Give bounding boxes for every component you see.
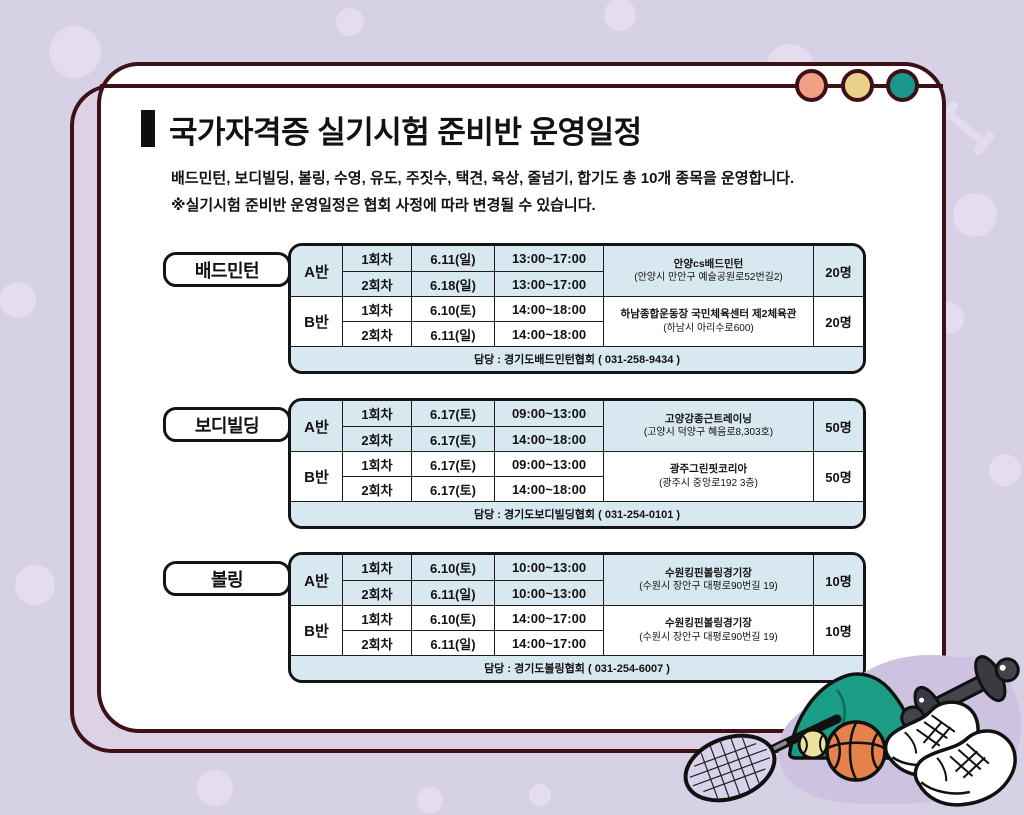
session-cell: 1회차: [342, 605, 411, 630]
time-cell: 14:00~18:00: [494, 426, 603, 451]
capacity-cell: 50명: [813, 401, 863, 451]
session-cell: 2회차: [342, 426, 411, 451]
date-cell: 6.10(토): [411, 605, 494, 630]
time-cell: 10:00~13:00: [494, 580, 603, 605]
session-cell: 2회차: [342, 271, 411, 296]
time-cell: 09:00~13:00: [494, 451, 603, 476]
contact-footer: 담당 : 경기도배드민턴협회 ( 031-258-9434 ): [291, 346, 863, 371]
venue-address: (안양시 만안구 예술공원로52번길2): [634, 272, 783, 284]
venue-address: (수원시 장안구 대평로90번길 19): [639, 631, 778, 643]
class-cell: B반: [291, 296, 342, 346]
session-cell: 1회차: [342, 555, 411, 580]
venue-cell: 광주그린핏코리아 (광주시 중앙로192 3층): [603, 451, 813, 501]
sport-section-bodybuilding: 보디빌딩 A반 1회차 6.17(토) 09:00~13:00 고양강종근트레이…: [0, 398, 1024, 538]
time-cell: 13:00~17:00: [494, 246, 603, 271]
window-dot-teal: [886, 69, 919, 102]
schedule-table-bowling: A반 1회차 6.10(토) 10:00~13:00 수원킹핀볼링경기장 (수원…: [288, 552, 866, 683]
sport-section-badminton: 배드민턴 A반 1회차 6.11(일) 13:00~17:00 안양cs배드민턴…: [0, 243, 1024, 383]
session-cell: 2회차: [342, 321, 411, 346]
session-cell: 2회차: [342, 476, 411, 501]
venue-cell: 수원킹핀볼링경기장 (수원시 장안구 대평로90번길 19): [603, 555, 813, 605]
sport-label-text: 볼링: [210, 569, 244, 590]
venue-address: (하남시 아리수로600): [663, 322, 754, 334]
window-dot-salmon: [795, 69, 828, 102]
date-cell: 6.11(일): [411, 321, 494, 346]
venue-name: 고양강종근트레이닝: [665, 412, 752, 425]
tennis-ball-icon: [797, 728, 829, 760]
sport-label-badminton: 배드민턴: [163, 252, 291, 287]
basketball-icon: [825, 720, 887, 782]
time-cell: 10:00~13:00: [494, 555, 603, 580]
class-cell: B반: [291, 605, 342, 655]
capacity-cell: 10명: [813, 555, 863, 605]
session-cell: 1회차: [342, 246, 411, 271]
schedule-table-badminton: A반 1회차 6.11(일) 13:00~17:00 안양cs배드민턴 (안양시…: [288, 243, 866, 374]
date-cell: 6.17(토): [411, 451, 494, 476]
sneakers-icon: [883, 700, 1017, 807]
class-cell: A반: [291, 555, 342, 605]
window-chrome-line: [100, 84, 943, 88]
venue-cell: 하남종합운동장 국민체육센터 제2체육관 (하남시 아리수로600): [603, 296, 813, 346]
session-cell: 1회차: [342, 451, 411, 476]
sport-label-bodybuilding: 보디빌딩: [163, 407, 291, 442]
date-cell: 6.18(일): [411, 271, 494, 296]
venue-name: 수원킹핀볼링경기장: [665, 617, 752, 630]
time-cell: 14:00~18:00: [494, 476, 603, 501]
session-cell: 2회차: [342, 630, 411, 655]
venue-cell: 고양강종근트레이닝 (고양시 덕양구 혜음로8,303호): [603, 401, 813, 451]
session-cell: 2회차: [342, 580, 411, 605]
title-accent-bar: [141, 110, 155, 147]
schedule-table-bodybuilding: A반 1회차 6.17(토) 09:00~13:00 고양강종근트레이닝 (고양…: [288, 398, 866, 529]
venue-name: 하남종합운동장 국민체육센터 제2체육관: [620, 308, 797, 321]
sport-section-bowling: 볼링 A반 1회차 6.10(토) 10:00~13:00 수원킹핀볼링경기장 …: [0, 552, 1024, 692]
capacity-cell: 50명: [813, 451, 863, 501]
date-cell: 6.11(일): [411, 630, 494, 655]
venue-cell: 안양cs배드민턴 (안양시 만안구 예술공원로52번길2): [603, 246, 813, 296]
class-cell: A반: [291, 246, 342, 296]
date-cell: 6.11(일): [411, 580, 494, 605]
sports-illustration: [683, 654, 1022, 807]
session-cell: 1회차: [342, 296, 411, 321]
time-cell: 14:00~18:00: [494, 296, 603, 321]
contact-footer: 담당 : 경기도보디빌딩협회 ( 031-254-0101 ): [291, 501, 863, 526]
class-cell: B반: [291, 451, 342, 501]
tennis-racket-icon: [683, 714, 842, 803]
date-cell: 6.17(토): [411, 401, 494, 426]
date-cell: 6.17(토): [411, 426, 494, 451]
time-cell: 13:00~17:00: [494, 271, 603, 296]
sport-label-text: 보디빌딩: [194, 415, 260, 436]
venue-address: (고양시 덕양구 혜음로8,303호): [643, 427, 774, 439]
window-dot-yellow: [841, 69, 874, 102]
contact-footer: 담당 : 경기도볼링협회 ( 031-254-6007 ): [291, 655, 863, 680]
venue-address: (광주시 중앙로192 3층): [659, 477, 758, 489]
class-cell: A반: [291, 401, 342, 451]
date-cell: 6.10(토): [411, 296, 494, 321]
page-title: 국가자격증 실기시험 준비반 운영일정: [169, 115, 642, 150]
sport-label-text: 배드민턴: [194, 260, 260, 281]
date-cell: 6.17(토): [411, 476, 494, 501]
session-cell: 1회차: [342, 401, 411, 426]
capacity-cell: 20명: [813, 296, 863, 346]
dumbbell-icon: [900, 655, 1020, 733]
venue-name: 안양cs배드민턴: [673, 257, 744, 270]
sport-label-bowling: 볼링: [163, 561, 291, 596]
time-cell: 14:00~17:00: [494, 605, 603, 630]
time-cell: 14:00~18:00: [494, 321, 603, 346]
venue-address: (수원시 장안구 대평로90번길 19): [639, 581, 778, 593]
note-text: ※실기시험 준비반 운영일정은 협회 사정에 따라 변경될 수 있습니다.: [171, 197, 596, 214]
subtitle-text: 배드민턴, 보디빌딩, 볼링, 수영, 유도, 주짓수, 택견, 육상, 줄넘기…: [171, 170, 795, 187]
venue-cell: 수원킹핀볼링경기장 (수원시 장안구 대평로90번길 19): [603, 605, 813, 655]
venue-name: 수원킹핀볼링경기장: [665, 566, 752, 579]
date-cell: 6.11(일): [411, 246, 494, 271]
time-cell: 14:00~17:00: [494, 630, 603, 655]
time-cell: 09:00~13:00: [494, 401, 603, 426]
capacity-cell: 20명: [813, 246, 863, 296]
capacity-cell: 10명: [813, 605, 863, 655]
venue-name: 광주그린핏코리아: [669, 463, 748, 476]
date-cell: 6.10(토): [411, 555, 494, 580]
